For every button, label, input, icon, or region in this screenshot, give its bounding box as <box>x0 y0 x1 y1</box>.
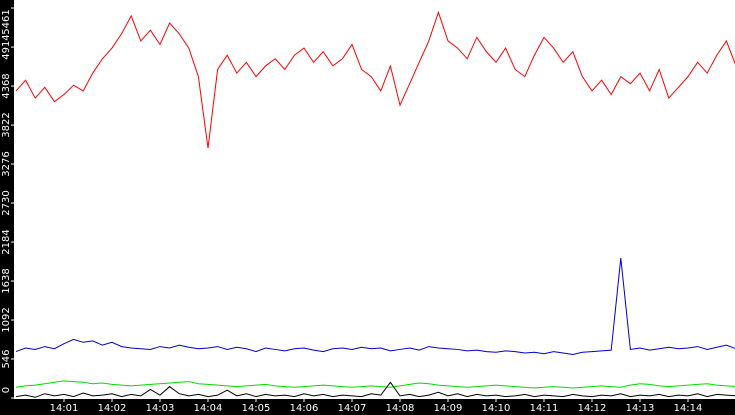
y-tick-label: 546 <box>1 349 12 368</box>
x-tick-label: 14:08 <box>386 403 415 414</box>
series-line <box>15 380 735 389</box>
x-tick-label: 14:12 <box>578 403 607 414</box>
x-axis-band <box>0 399 735 415</box>
x-tick-label: 14:03 <box>146 403 175 414</box>
y-tick-label: 3822 <box>1 112 12 137</box>
y-tick-label: 1092 <box>1 307 12 332</box>
series-line <box>15 10 735 149</box>
y-tick-label: 4914 <box>1 34 12 59</box>
y-tick-label: 2730 <box>1 190 12 215</box>
x-tick-label: 14:14 <box>674 403 703 414</box>
x-tick-label: 14:05 <box>242 403 271 414</box>
x-tick-label: 14:06 <box>290 403 319 414</box>
x-tick-label: 14:04 <box>194 403 223 414</box>
series-line <box>15 257 735 355</box>
y-tick-label: 4368 <box>1 73 12 98</box>
x-tick-label: 14:13 <box>626 403 655 414</box>
x-tick-label: 14:09 <box>434 403 463 414</box>
y-tick-label: 2184 <box>1 229 12 254</box>
x-tick-label: 14:10 <box>482 403 511 414</box>
y-tick-label: 3276 <box>1 151 12 176</box>
x-tick-label: 14:07 <box>338 403 367 414</box>
x-tick-label: 14:02 <box>98 403 127 414</box>
y-tick-label: 0 <box>1 387 12 393</box>
y-axis-band <box>0 0 14 415</box>
y-tick-label: 1638 <box>1 268 12 293</box>
y-tick-label: 5461 <box>1 9 12 34</box>
x-tick-label: 14:01 <box>50 403 79 414</box>
series-line <box>15 381 735 398</box>
x-tick-label: 14:11 <box>530 403 559 414</box>
